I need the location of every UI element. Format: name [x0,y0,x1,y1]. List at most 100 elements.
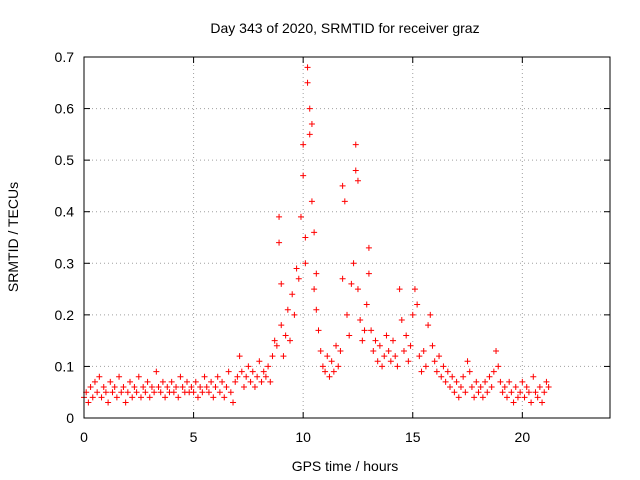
data-point [519,378,526,385]
data-point [179,384,186,391]
data-point [359,337,366,344]
data-point [203,384,210,391]
data-point [129,394,136,401]
data-point [514,394,521,401]
data-point [137,394,144,401]
data-point [431,358,438,365]
data-point [210,394,217,401]
data-point [311,229,318,236]
data-point [385,347,392,354]
data-point [313,270,320,277]
data-point [251,384,258,391]
data-point [190,389,197,396]
data-point [344,311,350,318]
data-point [363,301,370,308]
data-point [352,141,359,148]
data-point [280,353,287,360]
data-point [429,342,436,349]
x-tick-label: 5 [190,429,198,445]
data-point [240,384,247,391]
data-point [477,384,484,391]
data-point [387,358,394,365]
data-point [205,389,212,396]
data-point [457,384,464,391]
data-point [238,368,245,375]
data-point [486,373,493,380]
data-point [302,234,309,241]
data-point [113,394,120,401]
y-tick-label: 0.2 [55,307,75,323]
data-point [545,384,552,391]
data-point [308,121,315,128]
data-point [354,177,361,184]
data-point [273,342,280,349]
data-point [374,358,381,365]
data-point [328,358,335,365]
data-point [98,394,105,401]
data-point [350,260,357,267]
data-point [262,373,269,380]
data-point [536,384,543,391]
data-point [208,378,215,385]
data-point [324,353,331,360]
data-point [116,373,123,380]
chart-title: Day 343 of 2020, SRMTID for receiver gra… [210,20,479,36]
data-point [304,79,311,86]
data-point [311,286,318,293]
data-point [256,358,263,365]
data-point [493,347,500,354]
data-point [379,363,386,370]
data-point [499,389,506,396]
data-point [107,378,114,385]
data-point [436,353,443,360]
data-point [339,182,346,189]
data-point [330,368,337,375]
data-point [133,389,140,396]
data-point [512,384,519,391]
data-point [400,347,407,354]
data-point [451,389,458,396]
data-point [427,311,434,318]
data-point [140,384,147,391]
data-point [333,342,340,349]
data-point [416,353,423,360]
data-point [227,389,234,396]
data-point [289,291,296,298]
data-point [287,337,294,344]
data-point [170,389,177,396]
data-point [168,378,175,385]
data-point [254,373,261,380]
data-point [405,358,412,365]
data-point [278,280,285,287]
data-point [372,337,379,344]
data-point [221,394,228,401]
data-point [230,399,237,406]
data-point [425,322,432,329]
data-point [440,363,447,370]
data-point [265,363,272,370]
data-point [118,389,125,396]
data-point [245,363,252,370]
data-point [442,378,449,385]
data-point [146,394,153,401]
data-point [120,384,127,391]
data-point [361,327,368,334]
data-point [212,384,219,391]
data-point [365,244,372,251]
data-point [497,378,504,385]
data-point [317,347,324,354]
data-point [368,327,375,334]
data-point [447,384,454,391]
data-point [243,373,250,380]
data-point [153,368,160,375]
data-point [503,394,510,401]
data-point [293,265,300,272]
data-point [392,353,399,360]
y-tick-label: 0 [66,410,74,426]
data-point [482,378,489,385]
data-point [302,260,309,267]
data-point [464,358,471,365]
data-point [297,213,304,220]
data-point [422,363,429,370]
data-point [370,347,377,354]
